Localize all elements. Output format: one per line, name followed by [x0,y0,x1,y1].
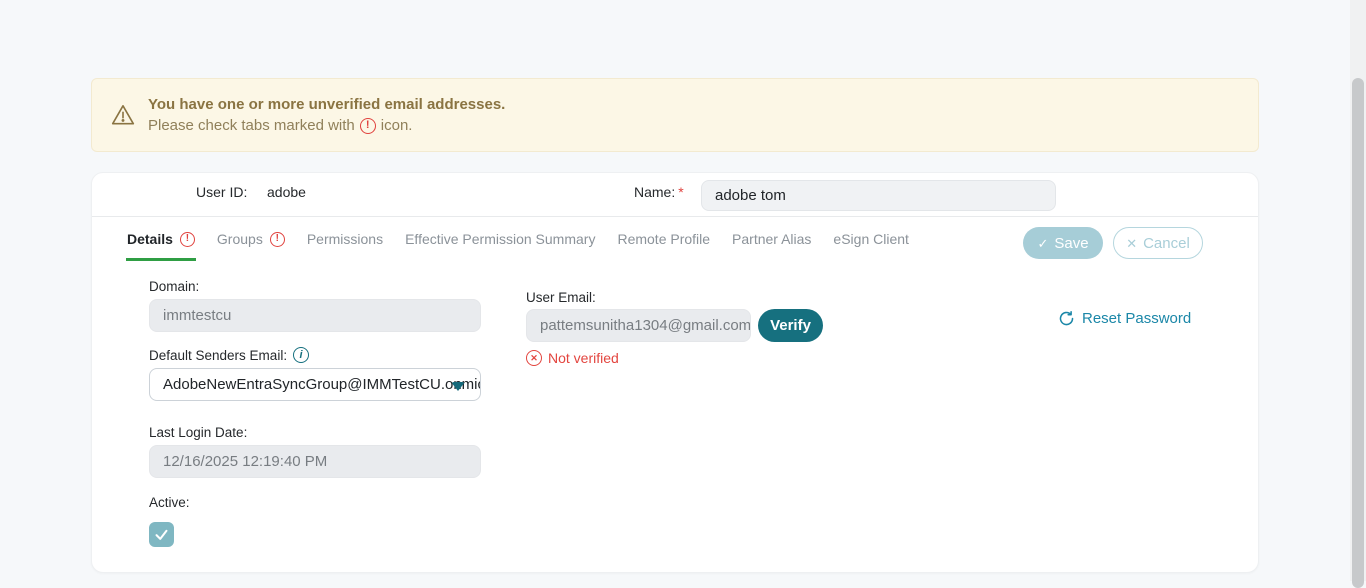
banner-title: You have one or more unverified email ad… [148,96,506,113]
name-input[interactable] [701,180,1056,211]
last-login-label: Last Login Date: [149,425,248,440]
user-id-label: User ID: [196,184,248,200]
banner-message-prefix: Please check tabs marked with [148,117,355,134]
default-senders-email-label: Default Senders Email: i [149,347,310,363]
tab-details[interactable]: Details ! [126,225,196,261]
chevron-down-icon [451,382,465,391]
last-login-input: 12/16/2025 12:19:40 PM [149,445,481,478]
default-senders-email-select[interactable]: AdobeNewEntraSyncGroup@IMMTestCU.onmicro… [149,368,481,401]
save-button-label: Save [1054,234,1089,252]
exclamation-circle-icon: ! [179,231,195,247]
header-divider [92,216,1258,217]
scrollbar[interactable] [1350,0,1366,588]
user-detail-card: User ID: adobe Name:* Details ! Groups !… [91,172,1259,573]
tab-effective-permission-summary[interactable]: Effective Permission Summary [404,225,596,261]
tab-partner-alias-label: Partner Alias [732,231,812,247]
warning-triangle-icon [111,104,135,125]
not-verified-status: ✕ Not verified [526,350,619,366]
not-verified-label: Not verified [548,350,619,366]
active-checkbox[interactable] [149,522,174,547]
exclamation-circle-icon: ! [359,117,376,134]
tab-groups-label: Groups [216,231,263,247]
default-senders-email-value: AdobeNewEntraSyncGroup@IMMTestCU.onmicro… [163,376,481,393]
verify-button[interactable]: Verify [758,309,823,342]
unverified-email-banner: You have one or more unverified email ad… [91,78,1259,152]
scrollbar-thumb[interactable] [1352,78,1364,588]
domain-label: Domain: [149,279,200,294]
cancel-button[interactable]: ✕ Cancel [1113,227,1203,259]
tab-bar: Details ! Groups ! Permissions Effective… [126,225,910,261]
required-asterisk: * [678,184,684,200]
tab-remote-profile[interactable]: Remote Profile [616,225,711,261]
x-circle-icon: ✕ [526,350,542,366]
default-senders-email-label-text: Default Senders Email: [149,347,288,363]
check-icon: ✓ [1037,235,1049,251]
tab-permissions[interactable]: Permissions [306,225,384,261]
tab-partner-alias[interactable]: Partner Alias [731,225,812,261]
reset-icon [1059,310,1074,326]
tab-effective-permission-summary-label: Effective Permission Summary [405,231,596,247]
cancel-button-label: Cancel [1143,234,1190,252]
tab-permissions-label: Permissions [306,231,384,247]
exclamation-circle-icon: ! [269,231,285,247]
user-email-input: pattemsunitha1304@gmail.com [526,309,751,342]
name-label: Name: * [634,184,684,200]
domain-input: immtestcu [149,299,481,332]
close-icon: ✕ [1126,235,1138,251]
banner-message: Please check tabs marked with ! icon. [148,115,505,136]
user-email-label: User Email: [526,290,596,305]
active-label: Active: [149,495,190,510]
banner-message-suffix: icon. [380,117,413,134]
reset-password-label: Reset Password [1082,310,1192,327]
reset-password-link[interactable]: Reset Password [1058,310,1191,327]
save-button[interactable]: ✓ Save [1023,227,1103,259]
name-label-text: Name: [634,184,676,200]
check-icon [155,529,168,540]
tab-esign-client[interactable]: eSign Client [832,225,910,261]
tab-esign-client-label: eSign Client [833,231,909,247]
tab-remote-profile-label: Remote Profile [617,231,711,247]
tab-groups[interactable]: Groups ! [216,225,286,261]
info-icon[interactable]: i [293,347,310,363]
user-id-value: adobe [267,184,306,200]
tab-details-label: Details [127,231,173,247]
